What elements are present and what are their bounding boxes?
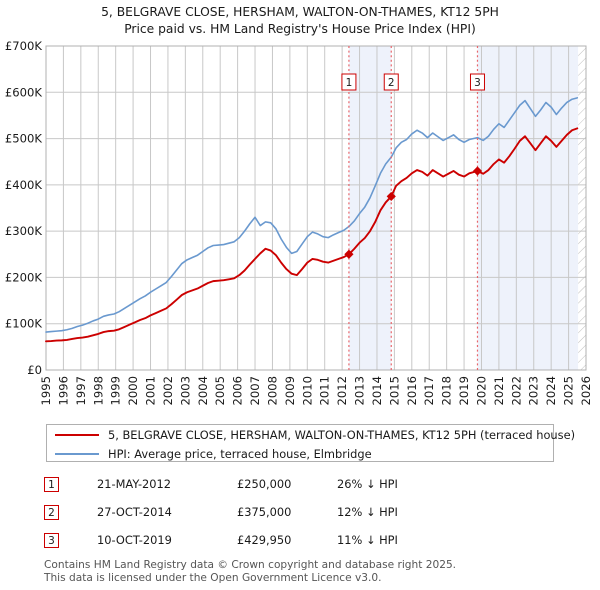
legend-label-hpi: HPI: Average price, terraced house, Elmb… [108,447,372,461]
svg-text:2019: 2019 [457,376,471,406]
svg-text:1998: 1998 [91,376,105,406]
transaction-date-2: 27-OCT-2014 [97,505,172,519]
svg-text:2: 2 [388,77,395,89]
table-row: 3 10-OCT-2019 £429,950 11% ↓ HPI [44,526,474,554]
sale-marker-badges: 1 2 3 [341,73,485,91]
sale-points [344,166,483,259]
page-title: 5, BELGRAVE CLOSE, HERSHAM, WALTON-ON-TH… [0,4,600,38]
svg-text:1996: 1996 [56,376,70,406]
svg-text:3: 3 [474,77,481,89]
svg-text:£100K: £100K [5,317,43,331]
svg-text:2009: 2009 [283,376,297,406]
transactions-table: 1 21-MAY-2012 £250,000 26% ↓ HPI 2 27-OC… [44,470,474,554]
svg-text:£300K: £300K [5,224,43,238]
transaction-badge-2: 2 [44,504,59,520]
transaction-badge-3: 3 [44,532,59,548]
svg-text:1999: 1999 [109,376,123,406]
legend-item-hpi: HPI: Average price, terraced house, Elmb… [47,445,553,463]
svg-text:2017: 2017 [422,376,436,406]
svg-text:2002: 2002 [161,376,175,406]
transaction-badge-1: 1 [44,476,59,492]
transaction-price-2: £375,000 [237,505,292,519]
legend-item-property: 5, BELGRAVE CLOSE, HERSHAM, WALTON-ON-TH… [47,426,575,444]
transaction-date-1: 21-MAY-2012 [97,477,172,491]
svg-text:2006: 2006 [231,376,245,406]
title-line-2: Price paid vs. HM Land Registry's House … [124,22,476,36]
svg-text:2003: 2003 [178,376,192,406]
svg-text:£700K: £700K [5,39,43,53]
legend-swatch-property [55,434,99,436]
svg-text:£200K: £200K [5,270,43,284]
svg-text:2016: 2016 [405,376,419,406]
svg-text:2024: 2024 [544,376,558,406]
transaction-delta-2: 12% ↓ HPI [337,505,398,519]
shaded-bands [348,46,579,370]
svg-text:2001: 2001 [144,376,158,406]
svg-text:1997: 1997 [74,376,88,406]
price-history-chart: £0 £100K £200K £300K £400K £500K £600K £700K 19… [5,39,593,406]
hatched-future-region [578,46,586,370]
svg-text:2008: 2008 [265,376,279,406]
chart-svg: £0 £100K £200K £300K £400K £500K £600K £700K 19… [5,39,593,406]
chart-legend: 5, BELGRAVE CLOSE, HERSHAM, WALTON-ON-TH… [46,424,575,463]
svg-text:2004: 2004 [196,376,210,406]
data-series [45,97,579,343]
svg-text:£0: £0 [27,363,42,377]
svg-text:2000: 2000 [126,376,140,406]
footer-attribution: Contains HM Land Registry data © Crown c… [44,559,564,584]
footer-line-1: Contains HM Land Registry data © Crown c… [44,559,457,571]
gridlines [45,45,587,371]
svg-text:2023: 2023 [527,376,541,406]
svg-text:2011: 2011 [318,376,332,406]
table-row: 2 27-OCT-2014 £375,000 12% ↓ HPI [44,498,474,526]
svg-text:2026: 2026 [579,376,593,406]
title-line-1: 5, BELGRAVE CLOSE, HERSHAM, WALTON-ON-TH… [101,5,499,19]
svg-text:2021: 2021 [492,376,506,406]
svg-text:2022: 2022 [509,376,523,406]
svg-text:£600K: £600K [5,85,43,99]
svg-text:2013: 2013 [353,376,367,406]
transaction-price-3: £429,950 [237,533,292,547]
transaction-delta-1: 26% ↓ HPI [337,477,398,491]
svg-text:2012: 2012 [335,376,349,406]
svg-text:2010: 2010 [300,376,314,406]
svg-text:2014: 2014 [370,376,384,406]
svg-text:2025: 2025 [562,376,576,406]
sale-marker-lines [348,46,479,370]
svg-text:£500K: £500K [5,132,43,146]
svg-text:1: 1 [346,77,353,89]
svg-text:2015: 2015 [387,376,401,406]
svg-text:2020: 2020 [474,376,488,406]
footer-line-2: This data is licensed under the Open Gov… [44,571,382,584]
table-row: 1 21-MAY-2012 £250,000 26% ↓ HPI [44,470,474,498]
svg-text:2018: 2018 [440,376,454,406]
legend-swatch-hpi [55,453,99,455]
svg-text:£400K: £400K [5,178,43,192]
svg-text:1995: 1995 [39,376,53,406]
svg-text:2007: 2007 [248,376,262,406]
svg-text:2005: 2005 [213,376,227,406]
transaction-delta-3: 11% ↓ HPI [337,533,398,547]
legend-label-property: 5, BELGRAVE CLOSE, HERSHAM, WALTON-ON-TH… [108,428,576,442]
y-axis-labels: £0 £100K £200K £300K £400K £500K £600K £700K [5,39,43,377]
x-axis-labels: 1995 1996 1997 1998 1999 2000 2001 2002 2003 2004… [39,376,593,406]
transaction-price-1: £250,000 [237,477,292,491]
transaction-date-3: 10-OCT-2019 [97,533,172,547]
